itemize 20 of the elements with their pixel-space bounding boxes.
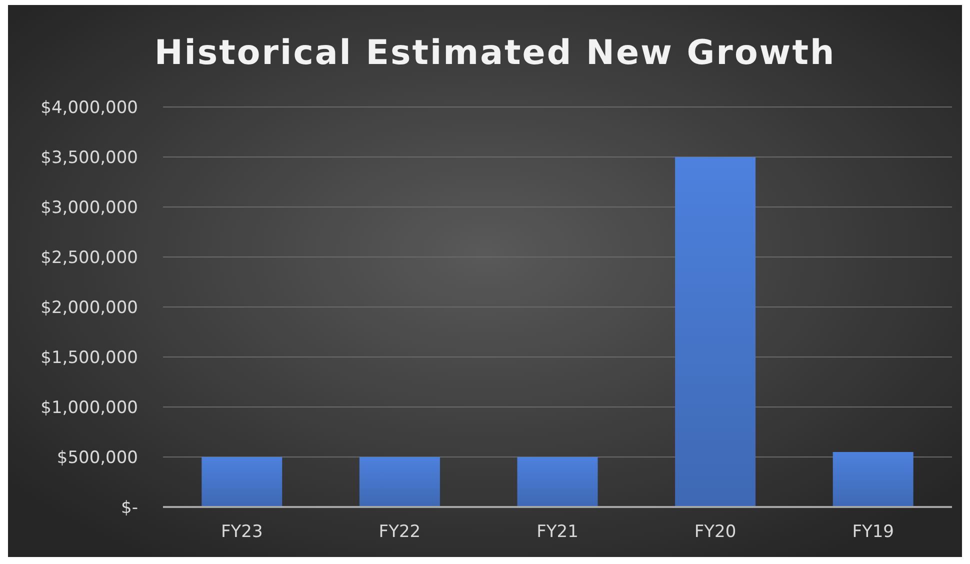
x-tick-label: FY19 [852,522,894,542]
x-tick-label: FY23 [221,522,263,542]
y-tick-label: $3,500,000 [40,148,138,168]
bar [202,457,282,507]
y-tick-label: $- [121,498,138,518]
y-tick-label: $1,500,000 [40,348,138,368]
bar [675,157,756,507]
bar [359,457,440,507]
y-tick-label: $4,000,000 [40,98,138,118]
y-tick-label: $2,000,000 [40,298,138,318]
y-tick-label: $500,000 [56,448,138,468]
y-tick-label: $2,500,000 [40,248,138,268]
y-tick-label: $3,000,000 [40,198,138,218]
bar [832,452,914,507]
chart-title: Historical Estimated New Growth [154,33,836,73]
bar [517,457,598,507]
x-tick-label: FY21 [536,522,578,542]
y-tick-label: $1,000,000 [40,398,138,418]
x-tick-label: FY20 [694,522,736,542]
x-tick-label: FY22 [378,522,421,542]
